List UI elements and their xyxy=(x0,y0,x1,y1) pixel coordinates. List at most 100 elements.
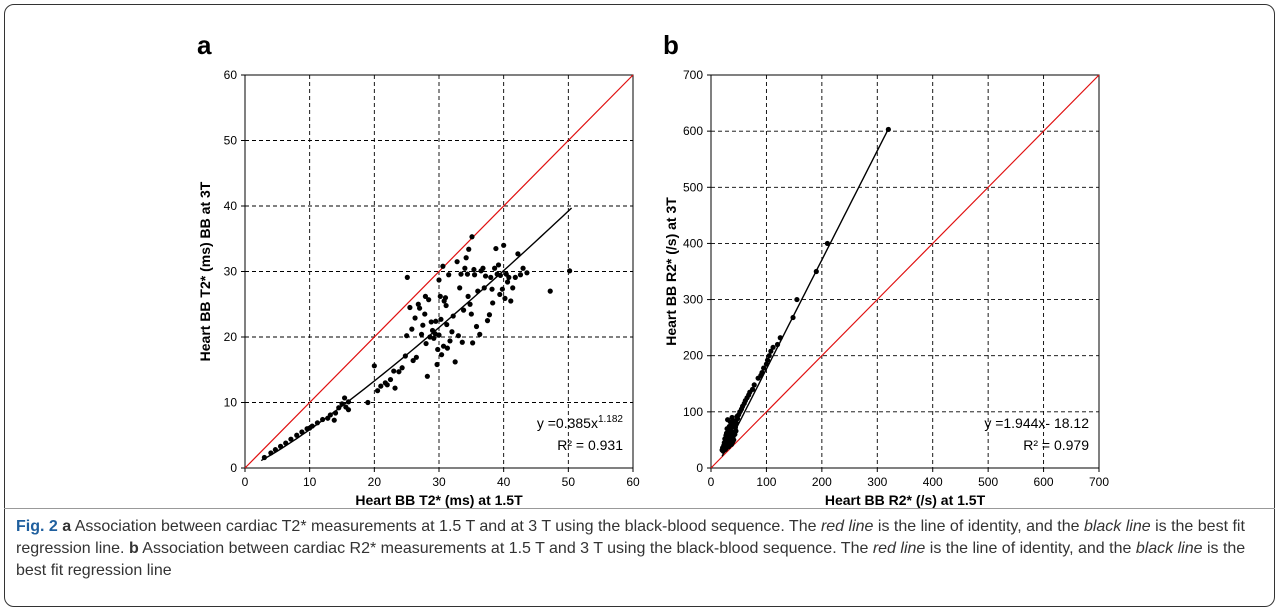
data-point xyxy=(764,357,771,363)
data-point xyxy=(482,273,489,279)
data-point xyxy=(515,251,521,257)
data-point xyxy=(268,450,274,456)
data-point xyxy=(391,368,397,374)
data-point xyxy=(768,348,774,354)
data-point xyxy=(426,297,432,303)
r-squared-label: R² = 0.931 xyxy=(557,437,623,453)
x-tick-label: 0 xyxy=(242,475,249,489)
y-axis-label: Heart BB T2* (ms) BB at 3T xyxy=(197,181,213,361)
data-point xyxy=(567,268,573,274)
data-point xyxy=(455,333,461,339)
data-point xyxy=(423,340,429,347)
data-point xyxy=(345,407,352,413)
data-point xyxy=(489,286,495,292)
data-point xyxy=(446,272,452,278)
y-tick-label: 30 xyxy=(224,265,238,279)
data-point xyxy=(454,259,460,265)
x-tick-label: 200 xyxy=(812,475,832,489)
data-point xyxy=(766,353,772,359)
y-tick-label: 600 xyxy=(683,124,703,138)
data-point xyxy=(371,363,377,369)
data-point xyxy=(440,343,447,349)
y-tick-label: 500 xyxy=(683,180,703,194)
data-point xyxy=(504,279,511,285)
x-tick-label: 600 xyxy=(1034,475,1054,489)
r-squared-label: R² = 0.979 xyxy=(1023,437,1089,453)
figure-caption: Fig. 2 a Association between cardiac T2*… xyxy=(16,516,1246,582)
data-point xyxy=(415,301,421,307)
data-point xyxy=(457,285,463,291)
y-tick-label: 60 xyxy=(224,68,238,82)
data-point xyxy=(449,329,455,335)
plot-area-border xyxy=(710,74,1100,469)
data-point xyxy=(790,314,796,321)
data-point xyxy=(420,322,426,328)
data-point xyxy=(471,266,477,273)
caption-red-line: red line xyxy=(872,540,926,557)
data-point xyxy=(794,296,800,303)
data-point xyxy=(469,234,475,240)
data-point xyxy=(499,286,505,292)
data-point xyxy=(447,338,453,344)
data-point xyxy=(261,454,267,461)
data-point xyxy=(813,268,819,275)
data-point xyxy=(459,339,465,345)
data-point xyxy=(402,353,408,359)
data-point xyxy=(374,388,381,394)
data-point xyxy=(440,263,446,269)
data-point xyxy=(481,285,487,291)
data-point xyxy=(399,365,405,371)
data-point xyxy=(462,265,468,271)
y-tick-label: 200 xyxy=(683,349,703,363)
data-point xyxy=(435,346,441,353)
data-point xyxy=(484,318,491,324)
data-point xyxy=(492,265,498,271)
data-point xyxy=(493,245,499,252)
data-point xyxy=(436,277,442,283)
data-point xyxy=(450,313,456,319)
data-point xyxy=(443,302,449,309)
x-tick-label: 400 xyxy=(923,475,943,489)
data-point xyxy=(409,326,415,332)
data-point xyxy=(470,340,476,346)
x-tick-label: 60 xyxy=(626,475,640,489)
data-point xyxy=(410,357,416,364)
caption-tag-b: b xyxy=(128,540,139,557)
data-point xyxy=(475,288,481,294)
data-point xyxy=(751,382,757,388)
data-point xyxy=(777,335,783,341)
x-tick-label: 20 xyxy=(368,475,382,489)
x-tick-label: 30 xyxy=(432,475,446,489)
data-point xyxy=(387,376,394,383)
data-point xyxy=(442,295,449,301)
caption-red-line: red line xyxy=(820,518,874,535)
figure-frame xyxy=(4,4,1275,607)
data-point xyxy=(468,311,474,317)
data-point xyxy=(438,316,444,322)
caption-text: Association between cardiac T2* measurem… xyxy=(71,518,821,535)
data-point xyxy=(345,399,352,405)
panel-label-b: b xyxy=(663,30,679,60)
data-point xyxy=(314,420,321,426)
data-point xyxy=(770,344,776,350)
data-point xyxy=(501,242,507,248)
data-point xyxy=(885,126,891,133)
data-point xyxy=(759,369,765,376)
data-point xyxy=(422,311,428,317)
data-point xyxy=(309,423,315,429)
data-point xyxy=(438,352,445,358)
data-point xyxy=(517,272,524,278)
data-point xyxy=(424,373,430,379)
data-point xyxy=(392,385,398,391)
data-point xyxy=(339,401,345,407)
data-point xyxy=(763,361,770,367)
x-tick-label: 500 xyxy=(978,475,998,489)
data-point xyxy=(452,359,458,365)
data-point xyxy=(497,272,504,279)
y-tick-label: 10 xyxy=(224,396,238,410)
x-tick-label: 700 xyxy=(1089,475,1109,489)
y-tick-label: 40 xyxy=(224,199,238,213)
data-point xyxy=(384,382,390,388)
data-point xyxy=(761,365,767,371)
data-point xyxy=(467,301,473,307)
